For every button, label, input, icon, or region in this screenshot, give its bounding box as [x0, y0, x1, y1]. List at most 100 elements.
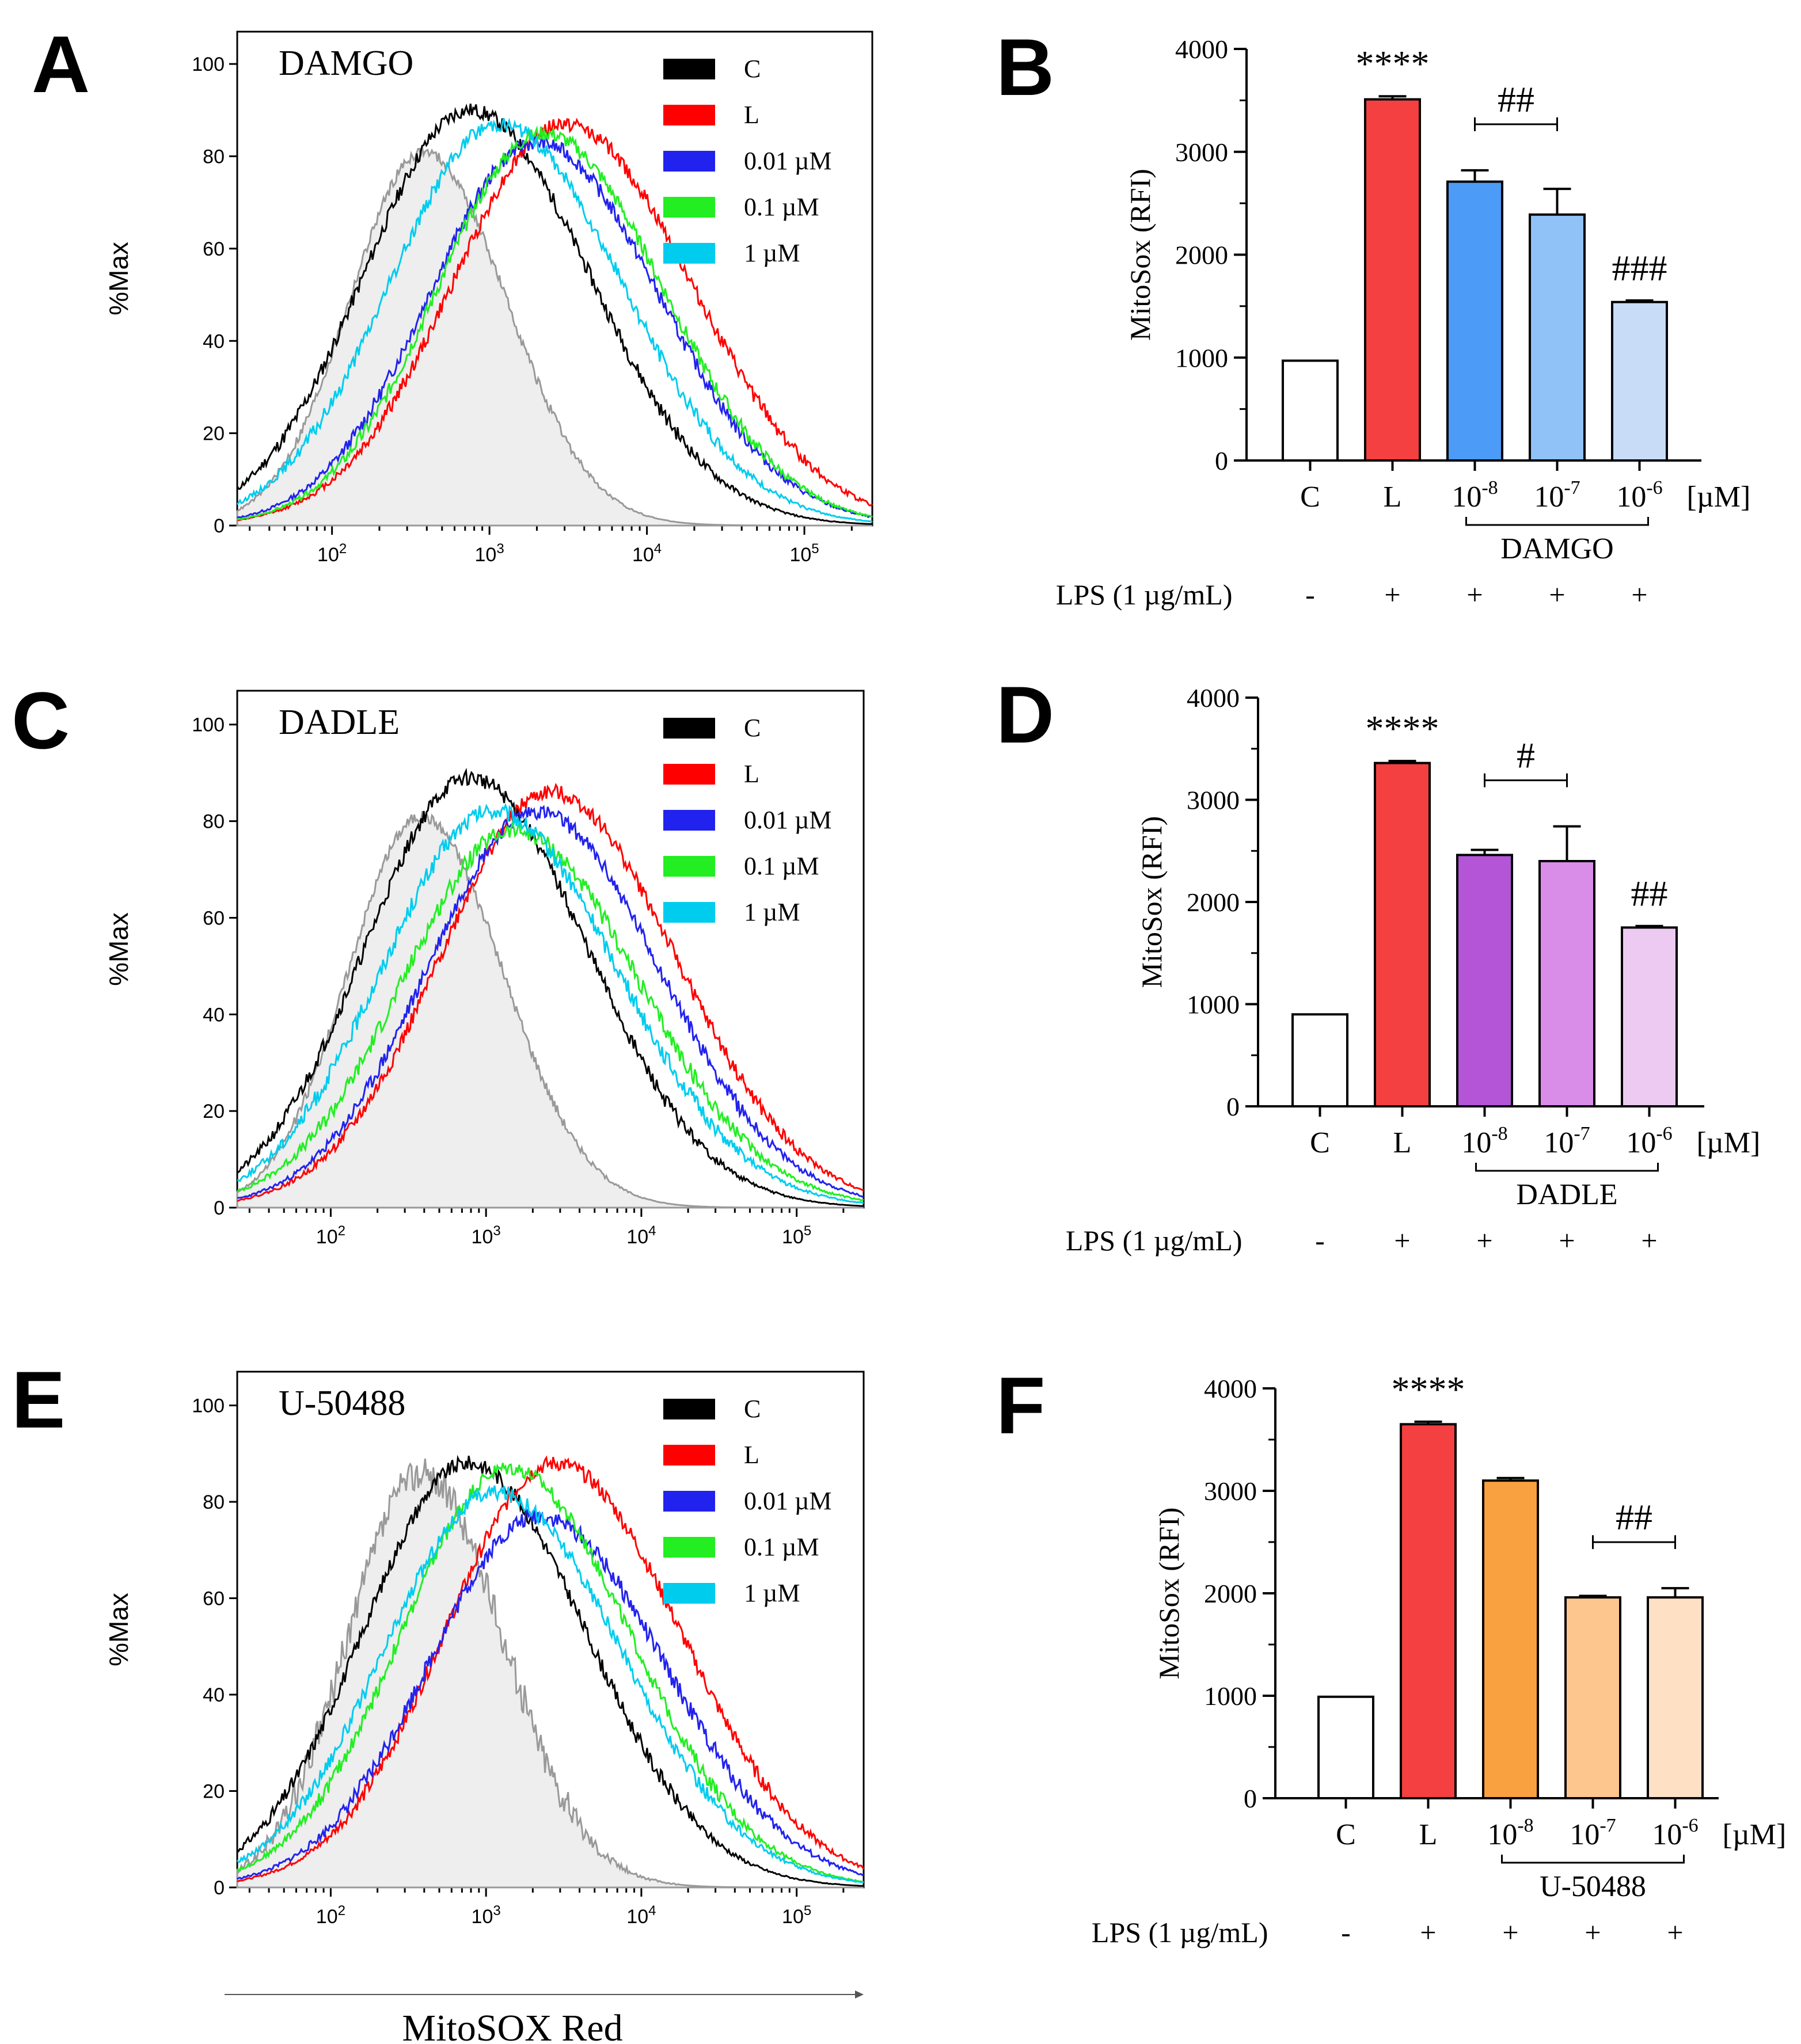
legend-label-3: 0.1 µM: [744, 1533, 819, 1561]
legend-swatch-2: [663, 151, 715, 172]
y-tick-label: 80: [203, 146, 225, 168]
legend-swatch-3: [663, 1537, 715, 1558]
y-tick-label: 0: [1226, 1092, 1240, 1121]
y-tick-label: 3000: [1175, 138, 1228, 167]
legend-label-1: L: [744, 1441, 759, 1469]
y-tick-label: 40: [203, 1004, 225, 1026]
y-axis-title: %Max: [104, 912, 134, 986]
bar-4: [1647, 1596, 1704, 1800]
y-tick-label: 60: [203, 907, 225, 929]
x-tick-label: 102: [317, 541, 347, 566]
significance-marker-2: ###: [1612, 248, 1667, 288]
legend-label-4: 1 µM: [744, 1579, 800, 1607]
legend-label-2: 0.01 µM: [744, 147, 831, 175]
legend-label-2: 0.01 µM: [744, 1487, 831, 1515]
y-tick-label: 0: [1215, 446, 1228, 475]
panel-label-C: C: [12, 675, 70, 766]
y-axis-title: MitoSox (RFI): [1124, 169, 1156, 341]
legend-swatch-0: [663, 59, 715, 79]
x-tick-label: 104: [626, 1223, 656, 1248]
y-tick-label: 100: [192, 714, 225, 736]
y-tick-label: 1000: [1175, 343, 1228, 372]
legend-swatch-4: [663, 1583, 715, 1604]
category-label-4: 10-6: [1616, 477, 1662, 513]
bar-3: [1564, 1596, 1621, 1800]
lps-sign-1: +: [1394, 1224, 1410, 1257]
x-axis-title: MitoSOX Red: [402, 2007, 622, 2044]
significance-marker-1: ##: [1616, 1497, 1652, 1537]
histogram-series-line-0: [236, 103, 873, 525]
x-tick-label: 105: [782, 1903, 811, 1928]
category-label-0: C: [1336, 1818, 1356, 1851]
histogram-series-line-3: [236, 1463, 864, 1883]
legend-swatch-0: [663, 718, 715, 739]
legend-swatch-3: [663, 856, 715, 877]
lps-sign-2: +: [1466, 578, 1483, 611]
category-label-1: L: [1393, 1126, 1412, 1159]
lps-row-label: LPS (1 µg/mL): [1066, 1224, 1243, 1257]
drug-bracket: [1475, 1163, 1659, 1172]
y-tick-label: 100: [192, 54, 225, 75]
bar-1: [1364, 98, 1421, 462]
legend-label-0: C: [744, 1395, 761, 1423]
x-tick-label: 103: [475, 541, 504, 566]
y-axis-title: %Max: [104, 242, 134, 315]
x-tick-label: 103: [472, 1903, 501, 1928]
legend-swatch-0: [663, 1399, 715, 1419]
histogram-series-line-4: [237, 802, 864, 1204]
histogram-series-line-2: [237, 805, 864, 1199]
histogram-title: U-50488: [279, 1384, 405, 1423]
y-axis-title: MitoSox (RFI): [1153, 1508, 1185, 1680]
y-axis-title: MitoSox (RFI): [1135, 816, 1168, 988]
legend-label-3: 0.1 µM: [744, 193, 819, 221]
legend-swatch-1: [663, 764, 715, 785]
bar-0: [1282, 359, 1339, 462]
lps-sign-4: +: [1667, 1916, 1683, 1948]
x-tick-label: 102: [316, 1223, 345, 1248]
bar-0: [1291, 1013, 1348, 1107]
histogram-panel-A: A 0 20 40 60 80 100 %Max 102 103 104 105 DAMGO CL 0.01…: [32, 19, 873, 566]
lps-sign-2: +: [1502, 1916, 1518, 1948]
category-label-1: L: [1419, 1818, 1438, 1851]
lps-row-label: LPS (1 µg/mL): [1056, 578, 1233, 611]
y-tick-label: 0: [1244, 1784, 1257, 1813]
histogram-title: DAMGO: [279, 44, 413, 83]
panel-label-A: A: [32, 19, 90, 109]
drug-bracket: [1501, 1855, 1685, 1864]
x-tick-label: 102: [316, 1903, 345, 1928]
histogram-series-line-0: [237, 767, 864, 1207]
bar-panel-B: B 0 1000 2000 3000 4000 MitoSox (RFI) C L 10-8 10-…: [996, 22, 1750, 611]
y-tick-label: 80: [203, 811, 225, 833]
bar-2: [1446, 180, 1503, 462]
significance-bracket-1: [1592, 1535, 1676, 1550]
significance-marker-0: ****: [1356, 43, 1430, 84]
y-tick-label: 80: [203, 1491, 225, 1513]
histogram-series-line-0: [236, 1455, 864, 1887]
category-label-0: C: [1300, 481, 1320, 513]
y-tick-label: 3000: [1187, 786, 1240, 815]
category-label-4: 10-6: [1652, 1815, 1698, 1851]
y-tick-label: 1000: [1187, 990, 1240, 1019]
y-tick-label: 0: [214, 1877, 225, 1899]
y-tick-label: 60: [203, 238, 225, 260]
lps-sign-0: -: [1305, 578, 1315, 611]
y-tick-label: 4000: [1204, 1374, 1257, 1403]
y-tick-label: 20: [203, 423, 225, 445]
significance-marker-1: ##: [1498, 79, 1534, 120]
bar-2: [1456, 854, 1513, 1107]
drug-label: U-50488: [1540, 1870, 1646, 1903]
y-tick-label: 40: [203, 1684, 225, 1706]
y-tick-label: 2000: [1204, 1579, 1257, 1608]
y-tick-label: 20: [203, 1101, 225, 1122]
bar-3: [1529, 213, 1586, 462]
x-tick-label: 104: [632, 541, 662, 566]
category-label-2: 10-8: [1487, 1815, 1533, 1851]
histogram-series-line-2: [237, 1508, 864, 1880]
panel-label-F: F: [996, 1360, 1046, 1451]
significance-bracket-1: [1474, 117, 1558, 131]
unit-label: [µM]: [1687, 481, 1751, 513]
legend-swatch-4: [663, 243, 715, 264]
bar-4: [1621, 926, 1678, 1107]
legend-swatch-3: [663, 197, 715, 218]
